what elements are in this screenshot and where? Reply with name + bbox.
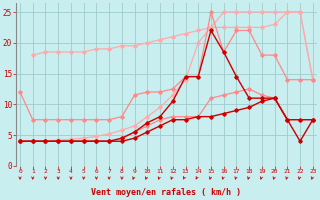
X-axis label: Vent moyen/en rafales ( km/h ): Vent moyen/en rafales ( km/h ) — [92, 188, 241, 197]
